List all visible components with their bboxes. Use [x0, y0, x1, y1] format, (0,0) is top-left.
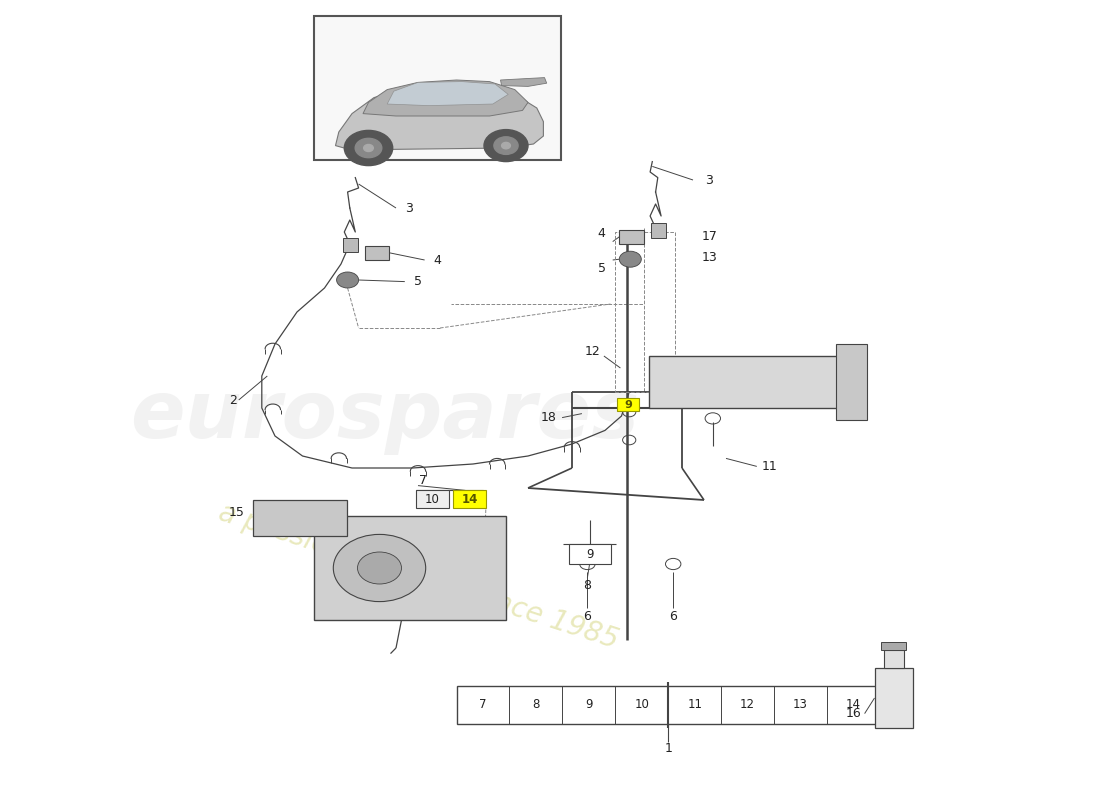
Bar	[884, 650, 904, 668]
Polygon shape	[363, 80, 528, 116]
Text: 3: 3	[705, 174, 714, 186]
Text: 4: 4	[597, 227, 606, 240]
Text: 10: 10	[635, 698, 649, 711]
Text: 13: 13	[702, 251, 717, 264]
Text: 12: 12	[585, 346, 601, 358]
Text: 15: 15	[229, 506, 244, 518]
Circle shape	[364, 145, 373, 151]
Bar	[651, 223, 666, 238]
Text: 1: 1	[664, 742, 672, 754]
Text: eurospares: eurospares	[131, 377, 639, 455]
Circle shape	[337, 272, 359, 288]
Bar	[881, 642, 906, 650]
Circle shape	[355, 138, 382, 158]
Bar	[365, 246, 389, 260]
Text: 12: 12	[740, 698, 756, 711]
Text: 9: 9	[624, 400, 632, 410]
Text: 9: 9	[586, 547, 593, 561]
Bar	[874, 668, 913, 728]
Circle shape	[502, 142, 510, 149]
Text: 9: 9	[585, 698, 593, 711]
Text: 5: 5	[597, 262, 606, 274]
Text: 16: 16	[846, 707, 861, 720]
Circle shape	[494, 137, 518, 154]
Polygon shape	[500, 78, 547, 86]
Text: 5: 5	[414, 275, 422, 288]
Text: 14: 14	[462, 493, 477, 506]
Text: 17: 17	[702, 230, 717, 242]
Bar	[416, 490, 449, 508]
Text: 6: 6	[583, 610, 592, 622]
Text: 18: 18	[541, 411, 557, 424]
Circle shape	[344, 130, 393, 166]
Circle shape	[619, 251, 641, 267]
Bar	[253, 500, 346, 536]
Text: 2: 2	[229, 394, 238, 406]
Bar	[569, 544, 611, 564]
Polygon shape	[336, 86, 543, 150]
Text: 11: 11	[688, 698, 702, 711]
Text: 13: 13	[793, 698, 808, 711]
Bar	[343, 238, 358, 252]
Bar	[314, 516, 506, 620]
Text: 3: 3	[405, 202, 414, 214]
Bar	[453, 490, 486, 508]
Bar	[836, 344, 867, 420]
Text: 7: 7	[419, 474, 428, 486]
Circle shape	[358, 552, 402, 584]
Polygon shape	[387, 82, 508, 106]
Bar	[615, 232, 675, 392]
Text: 8: 8	[532, 698, 540, 711]
Text: 8: 8	[583, 579, 592, 592]
Text: 4: 4	[433, 254, 442, 266]
Bar	[649, 356, 852, 408]
Bar	[619, 230, 644, 244]
Text: 7: 7	[480, 698, 486, 711]
Text: 10: 10	[425, 493, 440, 506]
Text: a passion for Parts since 1985: a passion for Parts since 1985	[214, 498, 622, 654]
Bar	[314, 16, 561, 160]
Text: 14: 14	[846, 698, 861, 711]
Bar	[617, 398, 639, 411]
Text: 11: 11	[762, 460, 778, 473]
Bar	[456, 686, 880, 724]
Circle shape	[484, 130, 528, 162]
Circle shape	[333, 534, 426, 602]
Text: 6: 6	[669, 610, 678, 622]
